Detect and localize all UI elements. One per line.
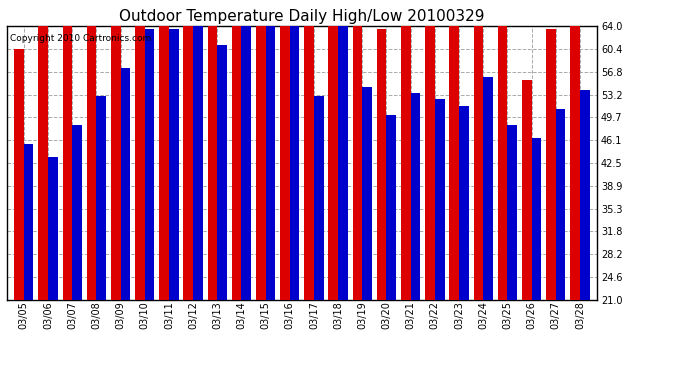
Bar [97, 96, 106, 300]
Bar [135, 0, 145, 300]
Bar [63, 0, 72, 300]
Bar [280, 0, 290, 300]
Bar [425, 0, 435, 300]
Bar [314, 96, 324, 300]
Bar [39, 4, 48, 300]
Text: Copyright 2010 Cartronics.com: Copyright 2010 Cartronics.com [10, 34, 151, 44]
Bar [14, 48, 24, 300]
Bar [401, 0, 411, 300]
Bar [241, 26, 251, 300]
Bar [193, 23, 203, 300]
Bar [522, 80, 531, 300]
Bar [111, 0, 121, 300]
Bar [580, 90, 589, 300]
Bar [121, 68, 130, 300]
Bar [338, 23, 348, 300]
Bar [256, 0, 266, 300]
Bar [145, 29, 155, 300]
Title: Outdoor Temperature Daily High/Low 20100329: Outdoor Temperature Daily High/Low 20100… [119, 9, 484, 24]
Bar [435, 99, 444, 300]
Bar [184, 0, 193, 300]
Bar [290, 26, 299, 300]
Bar [217, 45, 227, 300]
Bar [169, 29, 179, 300]
Bar [24, 144, 34, 300]
Bar [72, 125, 82, 300]
Bar [304, 0, 314, 300]
Bar [266, 23, 275, 300]
Bar [459, 106, 469, 300]
Bar [386, 116, 396, 300]
Bar [473, 0, 483, 300]
Bar [353, 0, 362, 300]
Bar [507, 125, 517, 300]
Bar [411, 93, 420, 300]
Bar [48, 157, 58, 300]
Bar [232, 0, 241, 300]
Bar [555, 109, 565, 300]
Bar [570, 0, 580, 300]
Bar [497, 0, 507, 300]
Bar [546, 29, 555, 300]
Bar [208, 4, 217, 300]
Bar [87, 0, 97, 300]
Bar [483, 77, 493, 300]
Bar [377, 29, 386, 300]
Bar [449, 0, 459, 300]
Bar [531, 138, 541, 300]
Bar [328, 0, 338, 300]
Bar [362, 87, 372, 300]
Bar [159, 0, 169, 300]
